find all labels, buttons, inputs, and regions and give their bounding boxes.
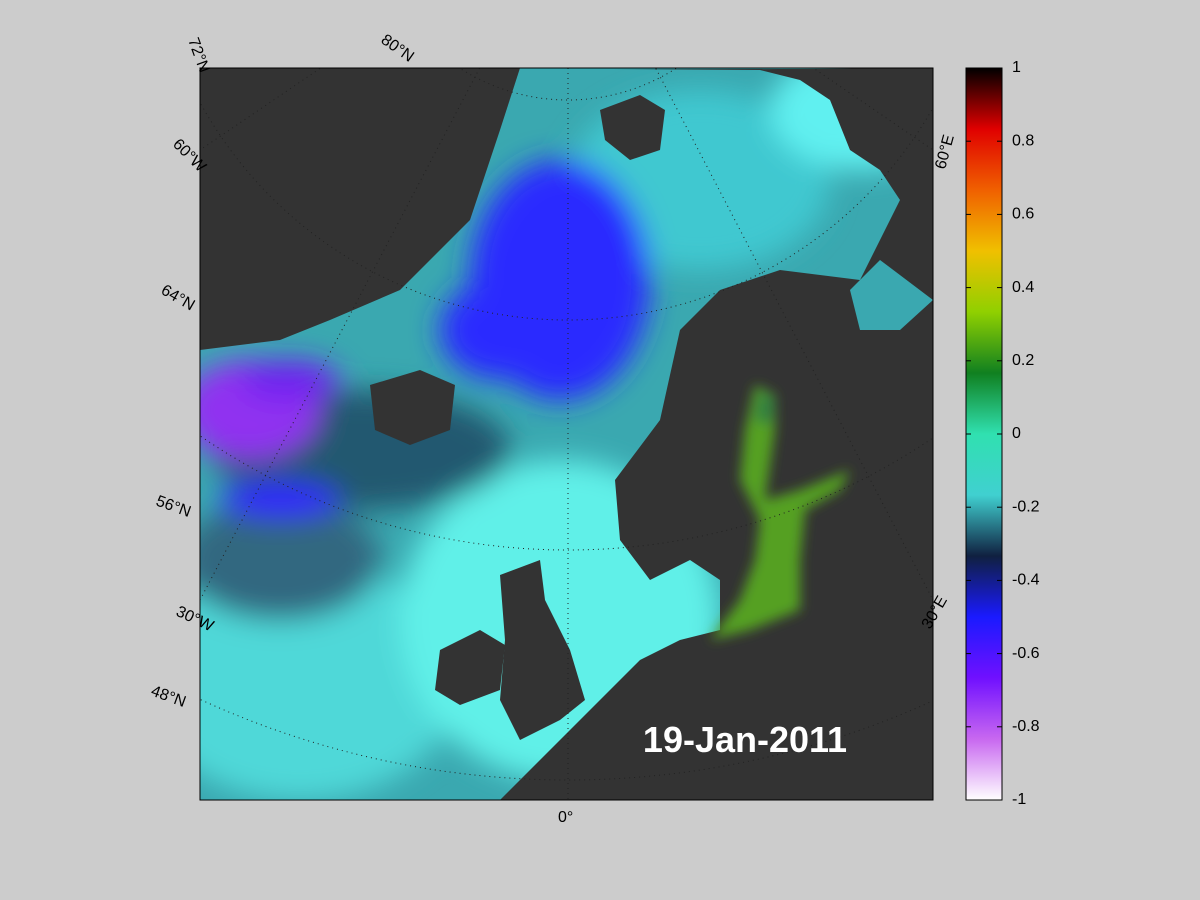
grid-label: 48°N — [149, 683, 188, 711]
date-label: 19-Jan-2011 — [643, 719, 847, 760]
tick-label: -0.4 — [1012, 572, 1040, 589]
grid-label: 60°E — [932, 133, 957, 171]
tick-label: -1 — [1012, 791, 1026, 808]
baltic — [710, 385, 850, 640]
colorbar-fill — [965, 67, 1003, 801]
tick-label: 0 — [1012, 425, 1021, 442]
grid-label: 56°N — [154, 493, 193, 521]
graticule — [200, 68, 933, 800]
tick-label: -0.8 — [1012, 718, 1040, 735]
grid-label: 72°N — [184, 36, 212, 75]
land — [200, 68, 933, 800]
map-frame — [199, 67, 934, 801]
map-panel — [200, 68, 933, 800]
grid-label: 64°N — [158, 282, 197, 315]
grid-label: 0° — [558, 809, 573, 826]
tick-label: 0.4 — [1012, 279, 1034, 296]
tick-label: 0.6 — [1012, 206, 1034, 223]
colorbar: 1 0.8 0.6 0.4 0.2 0 -0.2 -0.4 -0.6 -0.8 -1 — [965, 59, 1040, 808]
tick-label: -0.2 — [1012, 498, 1040, 515]
tick-label: 0.2 — [1012, 352, 1034, 369]
tick-label: 1 — [1012, 59, 1021, 76]
grid-label: 80°N — [378, 31, 417, 65]
tick-label: 0.8 — [1012, 132, 1034, 149]
tick-label: -0.6 — [1012, 645, 1040, 662]
